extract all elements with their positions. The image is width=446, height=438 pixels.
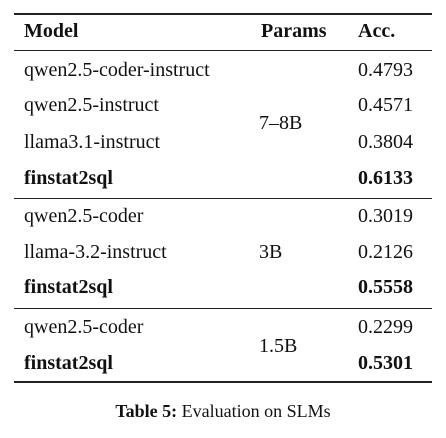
model-cell: llama-3.2-instruct (24, 241, 167, 263)
bottom-rule (14, 381, 432, 383)
model-cell: qwen2.5-coder (24, 316, 144, 338)
caption-label: Table 5: (115, 401, 178, 421)
acc-cell: 0.3804 (358, 131, 413, 153)
header-rule (14, 50, 432, 51)
acc-cell: 0.6133 (358, 167, 413, 189)
group-rule (14, 198, 432, 199)
acc-cell: 0.2126 (358, 241, 413, 263)
acc-cell: 0.4571 (358, 94, 413, 116)
header-params: Params (261, 20, 327, 42)
table-caption: Table 5: Evaluation on SLMs (0, 401, 446, 422)
header-acc: Acc. (358, 20, 396, 42)
acc-cell: 0.4793 (358, 59, 413, 81)
model-cell: finstat2sql (24, 352, 113, 374)
params-cell: 3B (259, 241, 283, 263)
model-cell: qwen2.5-coder-instruct (24, 59, 210, 81)
caption-text: Evaluation on SLMs (181, 401, 331, 421)
acc-cell: 0.3019 (358, 205, 413, 227)
top-rule (14, 13, 432, 15)
acc-cell: 0.2299 (358, 316, 413, 338)
model-cell: qwen2.5-coder (24, 205, 144, 227)
acc-cell: 0.5301 (358, 352, 413, 374)
header-model: Model (24, 20, 79, 42)
params-cell: 7–8B (259, 112, 303, 134)
model-cell: llama3.1-instruct (24, 131, 161, 153)
params-cell: 1.5B (259, 335, 298, 357)
model-cell: finstat2sql (24, 276, 113, 298)
group-rule (14, 308, 432, 309)
model-cell: finstat2sql (24, 167, 113, 189)
model-cell: qwen2.5-instruct (24, 94, 159, 116)
acc-cell: 0.5558 (358, 276, 413, 298)
